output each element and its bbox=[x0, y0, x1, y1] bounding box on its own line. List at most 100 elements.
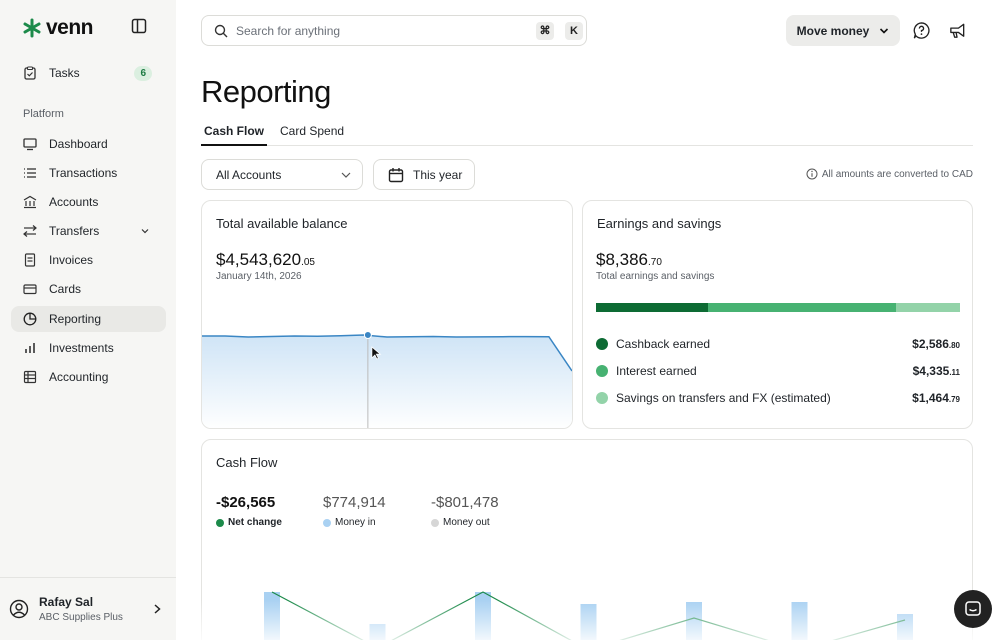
stat-money-out: -$801,478 Money out bbox=[431, 494, 499, 528]
user-name: Rafay Sal bbox=[39, 595, 94, 609]
legend-dot bbox=[596, 392, 608, 404]
search-input[interactable]: Search for anything ⌘ K bbox=[201, 15, 587, 46]
monitor-icon bbox=[23, 137, 37, 151]
brand-name: venn bbox=[46, 16, 94, 39]
sidebar-toggle-icon[interactable] bbox=[131, 18, 147, 34]
sidebar-item-dashboard[interactable]: Dashboard bbox=[11, 131, 166, 157]
venn-logo[interactable]: venn bbox=[22, 16, 94, 40]
earnings-amount: $8,386.70 bbox=[596, 250, 662, 270]
stat-value: -$26,565 bbox=[216, 494, 276, 511]
sidebar-item-label: Investments bbox=[49, 341, 114, 355]
clipboard-check-icon bbox=[23, 66, 37, 80]
megaphone-icon[interactable] bbox=[948, 21, 967, 40]
balance-card-title: Total available balance bbox=[216, 216, 348, 231]
section-label-platform: Platform bbox=[23, 108, 64, 120]
currency-note: All amounts are converted to CAD bbox=[806, 168, 973, 180]
legend-label: Savings on transfers and FX (estimated) bbox=[616, 391, 831, 405]
user-menu[interactable]: Rafay Sal ABC Supplies Plus bbox=[0, 577, 176, 640]
sidebar-item-label: Dashboard bbox=[49, 137, 108, 151]
stat-value: $774,914 bbox=[323, 494, 386, 511]
cashflow-chart[interactable] bbox=[202, 550, 973, 640]
earnings-card: Earnings and savings $8,386.70 Total ear… bbox=[582, 200, 973, 429]
tab-card-spend[interactable]: Card Spend bbox=[280, 124, 345, 138]
sidebar-item-accounting[interactable]: Accounting bbox=[11, 364, 166, 390]
balance-line bbox=[202, 334, 572, 372]
info-icon bbox=[806, 168, 818, 180]
shortcut-key-cmd: ⌘ bbox=[536, 21, 554, 40]
balance-amount-cents: .05 bbox=[301, 257, 315, 268]
stat-value: -$801,478 bbox=[431, 494, 499, 511]
legend-row-interest: Interest earned $4,335.11 bbox=[596, 363, 960, 379]
sidebar-item-cards[interactable]: Cards bbox=[11, 276, 166, 302]
legend-value: $2,586.80 bbox=[912, 337, 960, 351]
balance-date: January 14th, 2026 bbox=[216, 271, 302, 282]
sidebar-item-label: Invoices bbox=[49, 253, 94, 267]
currency-note-text: All amounts are converted to CAD bbox=[821, 168, 973, 180]
legend-label: Interest earned bbox=[616, 364, 697, 378]
stat-label: Money out bbox=[443, 517, 490, 528]
legend-dot bbox=[596, 365, 608, 377]
report-tabs: Cash Flow Card Spend bbox=[201, 124, 973, 146]
move-money-button[interactable]: Move money bbox=[786, 15, 900, 46]
sidebar-item-transactions[interactable]: Transactions bbox=[11, 160, 166, 186]
page-title: Reporting bbox=[201, 74, 331, 109]
money-in-bar bbox=[897, 614, 913, 640]
user-avatar-icon bbox=[9, 599, 29, 619]
sidebar-item-reporting[interactable]: Reporting bbox=[11, 306, 166, 332]
shortcut-key-k: K bbox=[565, 21, 583, 40]
sidebar-item-transfers[interactable]: Transfers bbox=[11, 218, 166, 244]
sidebar-item-tasks[interactable]: Tasks 6 bbox=[11, 60, 166, 86]
chevron-down-icon bbox=[341, 172, 351, 178]
tab-cash-flow[interactable]: Cash Flow bbox=[201, 124, 268, 146]
sidebar-item-label: Accounting bbox=[49, 370, 109, 384]
legend-value: $1,464.79 bbox=[912, 391, 960, 405]
venn-logo-icon bbox=[23, 18, 41, 38]
table-icon bbox=[23, 370, 37, 384]
stat-net-change: -$26,565 Net change bbox=[216, 494, 282, 528]
help-icon[interactable] bbox=[912, 21, 931, 40]
bank-icon bbox=[23, 195, 37, 209]
stat-dot bbox=[431, 518, 439, 527]
legend-value-cents: .80 bbox=[948, 341, 960, 350]
search-placeholder: Search for anything bbox=[236, 23, 341, 38]
sidebar: venn Tasks 6 Platform Dashboard Transact… bbox=[0, 0, 176, 640]
earnings-bar-segment bbox=[596, 303, 709, 312]
balance-card: Total available balance $4,543,620.05 Ja… bbox=[201, 200, 573, 429]
sidebar-item-label: Cards bbox=[49, 282, 82, 296]
chat-support-button[interactable] bbox=[954, 590, 992, 628]
earnings-subtitle: Total earnings and savings bbox=[596, 271, 715, 282]
date-range-button[interactable]: This year bbox=[373, 159, 475, 190]
chevron-down-icon[interactable] bbox=[140, 226, 150, 236]
earnings-amount-cents: .70 bbox=[648, 257, 662, 268]
earnings-amount-main: $8,386 bbox=[596, 250, 648, 269]
chevron-right-icon bbox=[154, 604, 161, 614]
money-in-bar bbox=[369, 624, 386, 640]
document-icon bbox=[23, 253, 37, 267]
legend-value-main: $1,464 bbox=[912, 391, 949, 405]
legend-row-cashback: Cashback earned $2,586.80 bbox=[596, 336, 960, 352]
legend-label: Cashback earned bbox=[616, 337, 711, 351]
tasks-count-badge: 6 bbox=[134, 65, 152, 81]
money-in-bar bbox=[475, 592, 491, 640]
legend-value-cents: .79 bbox=[948, 395, 960, 404]
sidebar-item-accounts[interactable]: Accounts bbox=[11, 189, 166, 215]
stat-label: Net change bbox=[228, 517, 282, 528]
balance-chart[interactable] bbox=[202, 321, 573, 429]
sidebar-item-investments[interactable]: Investments bbox=[11, 335, 166, 361]
earnings-bar-segment bbox=[896, 303, 960, 312]
calendar-icon bbox=[388, 167, 404, 182]
legend-value-main: $4,335 bbox=[912, 364, 950, 378]
cashflow-card: Cash Flow -$26,565 Net change $774,914 M… bbox=[201, 439, 973, 640]
balance-amount-main: $4,543,620 bbox=[216, 250, 302, 269]
user-org: ABC Supplies Plus bbox=[39, 612, 123, 623]
chat-icon bbox=[965, 601, 981, 616]
money-in-bar bbox=[791, 602, 808, 640]
stat-dot bbox=[323, 518, 331, 527]
stat-dot bbox=[216, 518, 224, 527]
earnings-stacked-bar bbox=[596, 303, 960, 312]
sidebar-item-label: Transactions bbox=[49, 166, 118, 180]
account-filter-select[interactable]: All Accounts bbox=[201, 159, 363, 190]
sidebar-item-label: Accounts bbox=[49, 195, 99, 209]
card-icon bbox=[23, 282, 37, 296]
sidebar-item-invoices[interactable]: Invoices bbox=[11, 247, 166, 273]
